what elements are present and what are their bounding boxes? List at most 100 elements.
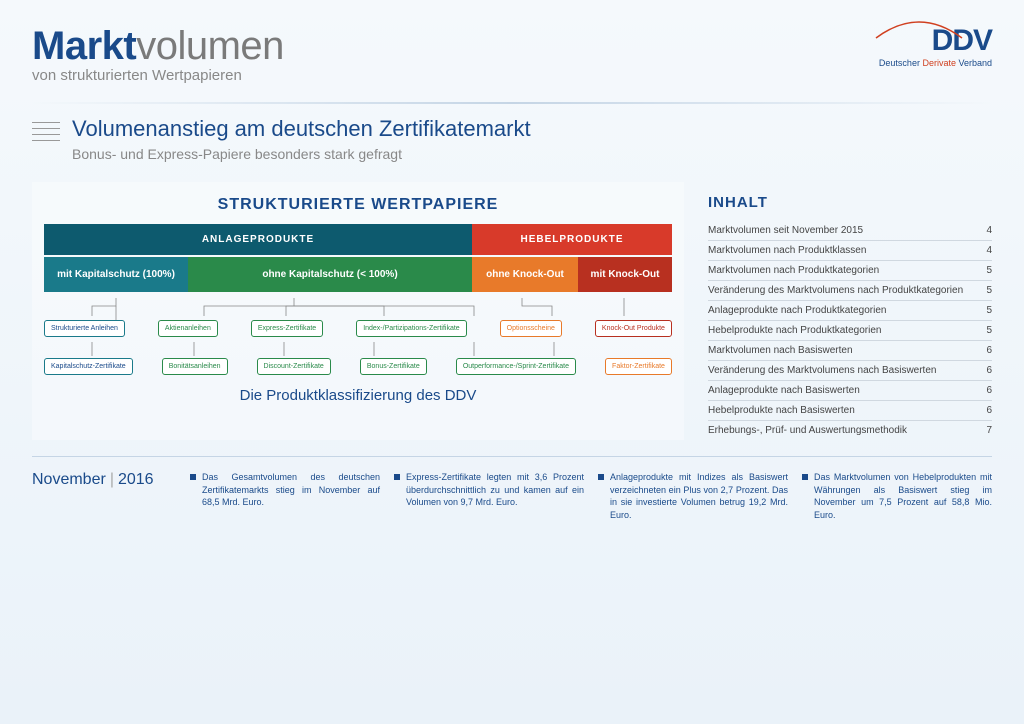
header: Marktvolumen von strukturierten Wertpapi… xyxy=(32,24,992,84)
header-subtitle: von strukturierten Wertpapieren xyxy=(32,67,284,84)
footer-columns: Das Gesamtvolumen des deutschen Zertifik… xyxy=(190,471,992,521)
diagram-title: STRUKTURIERTE WERTPAPIERE xyxy=(44,196,672,214)
toc-item-page: 6 xyxy=(986,405,992,416)
diagram-panel: STRUKTURIERTE WERTPAPIERE ANLAGEPRODUKTE… xyxy=(32,182,684,440)
logo-sub-pre: Deutscher xyxy=(879,58,923,68)
subcat-mit-knockout: mit Knock-Out xyxy=(578,257,672,292)
diagram-level1: ANLAGEPRODUKTE HEBELPRODUKTE xyxy=(44,224,672,255)
chip-outperformance-sprint: Outperformance-/Sprint-Zertifikate xyxy=(456,358,576,375)
footer-item: Express-Zertifikate legten mit 3,6 Proze… xyxy=(394,471,584,521)
toc-item-page: 6 xyxy=(986,385,992,396)
bullet-icon xyxy=(802,474,808,480)
toc-item[interactable]: Veränderung des Marktvolumens nach Basis… xyxy=(708,361,992,381)
footer-item-text: Das Gesamtvolumen des deutschen Zertifik… xyxy=(202,471,380,521)
bullet-icon xyxy=(394,474,400,480)
diagram-footer: Die Produktklassifizierung des DDV xyxy=(44,387,672,404)
subcat-ohne-kapitalschutz: ohne Kapitalschutz (< 100%) xyxy=(188,257,472,292)
logo: DDV Deutscher Derivate Verband xyxy=(879,24,992,68)
section-titles: Volumenanstieg am deutschen Zertifikatem… xyxy=(72,116,531,162)
logo-subtitle: Deutscher Derivate Verband xyxy=(879,58,992,68)
toc-item-label: Marktvolumen nach Basiswerten xyxy=(708,345,853,356)
footer-item: Das Gesamtvolumen des deutschen Zertifik… xyxy=(190,471,380,521)
bullet-icon xyxy=(598,474,604,480)
chip-aktienanleihen: Aktienanleihen xyxy=(158,320,218,337)
section-header: Volumenanstieg am deutschen Zertifikatem… xyxy=(32,116,992,162)
toc-item-page: 4 xyxy=(986,225,992,236)
toc-item-label: Anlageprodukte nach Produktkategorien xyxy=(708,305,886,316)
toc-item-page: 5 xyxy=(986,285,992,296)
connector-lines-icon xyxy=(44,298,672,320)
chip-row-1: Strukturierte Anleihen Aktienanleihen Ex… xyxy=(44,320,672,337)
subcat-mit-kapitalschutz: mit Kapitalschutz (100%) xyxy=(44,257,188,292)
toc-item[interactable]: Erhebungs-, Prüf- und Auswertungsmethodi… xyxy=(708,421,992,440)
footer-year: 2016 xyxy=(118,471,154,488)
toc-item-page: 5 xyxy=(986,265,992,276)
footer-item-text: Anlageprodukte mit Indizes als Basiswert… xyxy=(610,471,788,521)
toc-item-page: 7 xyxy=(986,425,992,436)
chip-bonus-zertifikate: Bonus-Zertifikate xyxy=(360,358,427,375)
toc-item-label: Veränderung des Marktvolumens nach Produ… xyxy=(708,285,963,296)
logo-sub-accent: Derivate xyxy=(922,58,958,68)
toc-item-label: Anlageprodukte nach Basiswerten xyxy=(708,385,860,396)
toc-item-page: 4 xyxy=(986,245,992,256)
toc-item-page: 5 xyxy=(986,305,992,316)
category-hebelprodukte: HEBELPRODUKTE xyxy=(472,224,672,255)
chip-bonitaetsanleihen: Bonitätsanleihen xyxy=(162,358,228,375)
section-title: Volumenanstieg am deutschen Zertifikatem… xyxy=(72,116,531,142)
chip-row-2: Kapitalschutz-Zertifikate Bonitätsanleih… xyxy=(44,358,672,375)
toc-item[interactable]: Marktvolumen nach Produktklassen 4 xyxy=(708,241,992,261)
logo-sub-post: Verband xyxy=(958,58,992,68)
toc-item-page: 6 xyxy=(986,365,992,376)
footer-item: Anlageprodukte mit Indizes als Basiswert… xyxy=(598,471,788,521)
toc-item-label: Marktvolumen nach Produktklassen xyxy=(708,245,866,256)
title-rest: volumen xyxy=(136,24,284,68)
chip-discount-zertifikate: Discount-Zertifikate xyxy=(257,358,331,375)
page-root: Marktvolumen von strukturierten Wertpapi… xyxy=(0,0,1024,537)
toc-item[interactable]: Anlageprodukte nach Basiswerten 6 xyxy=(708,381,992,401)
connector-lines-2-icon xyxy=(44,342,672,358)
toc-item[interactable]: Anlageprodukte nach Produktkategorien 5 xyxy=(708,301,992,321)
toc-item[interactable]: Marktvolumen seit November 2015 4 xyxy=(708,221,992,241)
date-label: November|2016 xyxy=(32,471,172,489)
toc-item-page: 6 xyxy=(986,345,992,356)
footer-row: November|2016 Das Gesamtvolumen des deut… xyxy=(32,471,992,521)
toc-item[interactable]: Hebelprodukte nach Produktkategorien 5 xyxy=(708,321,992,341)
section-subtitle: Bonus- und Express-Papiere besonders sta… xyxy=(72,146,531,162)
main-title: Marktvolumen xyxy=(32,24,284,69)
footer-item-text: Express-Zertifikate legten mit 3,6 Proze… xyxy=(406,471,584,521)
footer-item: Das Marktvolumen von Hebelprodukten mit … xyxy=(802,471,992,521)
category-anlageprodukte: ANLAGEPRODUKTE xyxy=(44,224,472,255)
logo-text: DDV xyxy=(879,24,992,58)
divider-top xyxy=(32,102,992,104)
toc-item-label: Marktvolumen seit November 2015 xyxy=(708,225,863,236)
toc-item-page: 5 xyxy=(986,325,992,336)
toc-item-label: Marktvolumen nach Produktkategorien xyxy=(708,265,879,276)
toc-item[interactable]: Hebelprodukte nach Basiswerten 6 xyxy=(708,401,992,421)
subcat-ohne-knockout: ohne Knock-Out xyxy=(472,257,578,292)
toc-item-label: Hebelprodukte nach Produktkategorien xyxy=(708,325,881,336)
toc-list: Marktvolumen seit November 20154Marktvol… xyxy=(708,221,992,440)
logo-arc-icon xyxy=(874,16,969,41)
toc-panel: INHALT Marktvolumen seit November 20154M… xyxy=(708,182,992,440)
chip-express-zertifikate: Express-Zertifikate xyxy=(251,320,323,337)
toc-item[interactable]: Marktvolumen nach Produktkategorien 5 xyxy=(708,261,992,281)
toc-item[interactable]: Marktvolumen nach Basiswerten 6 xyxy=(708,341,992,361)
title-bold: Markt xyxy=(32,24,136,68)
chip-faktor-zertifikate: Faktor-Zertifikate xyxy=(605,358,672,375)
diagram-level2: mit Kapitalschutz (100%) ohne Kapitalsch… xyxy=(44,257,672,292)
toc-item[interactable]: Veränderung des Marktvolumens nach Produ… xyxy=(708,281,992,301)
toc-item-label: Veränderung des Marktvolumens nach Basis… xyxy=(708,365,936,376)
chip-kapitalschutz-zertifikate: Kapitalschutz-Zertifikate xyxy=(44,358,133,375)
footer-item-text: Das Marktvolumen von Hebelprodukten mit … xyxy=(814,471,992,521)
chip-index-partizipations: Index-/Partizipations-Zertifikate xyxy=(356,320,466,337)
divider-bottom xyxy=(32,456,992,457)
content-row: STRUKTURIERTE WERTPAPIERE ANLAGEPRODUKTE… xyxy=(32,182,992,440)
toc-item-label: Erhebungs-, Prüf- und Auswertungsmethodi… xyxy=(708,425,907,436)
toc-item-label: Hebelprodukte nach Basiswerten xyxy=(708,405,855,416)
hamburger-icon xyxy=(32,122,60,146)
chip-knockout-produkte: Knock-Out Produkte xyxy=(595,320,672,337)
date-separator: | xyxy=(110,471,114,488)
toc-title: INHALT xyxy=(708,194,992,211)
footer-month: November xyxy=(32,471,106,488)
bullet-icon xyxy=(190,474,196,480)
